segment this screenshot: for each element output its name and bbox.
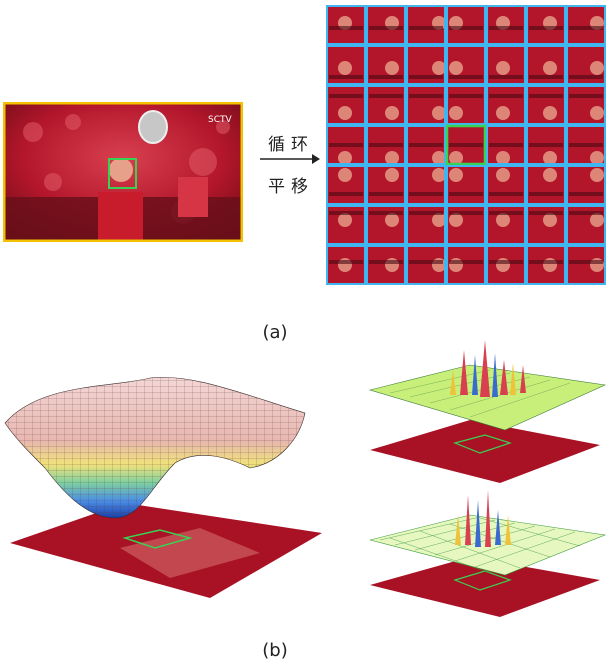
shifted-sample-cell [326,205,366,245]
shifted-sample-cell [366,85,406,125]
shifted-sample-cell [446,45,486,85]
shifted-sample-cell [486,45,526,85]
shifted-sample-cell [326,5,366,45]
shifted-sample-cell [526,165,566,205]
source-logo: SCTV [208,115,232,125]
shifted-sample-cell [326,245,366,285]
shifted-sample-cell [366,5,406,45]
shifted-sample-cell [406,125,446,165]
shifted-sample-cell [406,45,446,85]
response-surface-bottom-right [360,485,610,625]
shifted-sample-cell [446,5,486,45]
shifted-sample-cell [446,165,486,205]
shifted-sample-cell [566,85,606,125]
source-image: SCTV [2,101,244,243]
shifted-sample-cell [526,85,566,125]
shifted-sample-cell [406,205,446,245]
shifted-sample-cell [566,125,606,165]
shifted-sample-cell [366,205,406,245]
shifted-sample-cell [566,45,606,85]
shifted-sample-cell [526,205,566,245]
response-surface-top-right [360,335,610,485]
shifted-sample-cell [326,165,366,205]
shifted-sample-cell [366,45,406,85]
shifted-sample-cell [326,125,366,165]
shifted-sample-cell [526,5,566,45]
shifted-sample-cell [445,124,487,166]
shifted-sample-cell [526,45,566,85]
shifted-sample-cell [526,125,566,165]
caption-b: (b) [262,640,288,661]
shifted-sample-cell [326,45,366,85]
shifted-samples-grid [326,5,606,287]
shifted-sample-cell [566,5,606,45]
shifted-sample-cell [486,165,526,205]
shifted-sample-cell [406,85,446,125]
shifted-sample-cell [406,165,446,205]
caption-a: (a) [262,322,288,343]
shifted-sample-cell [486,5,526,45]
arrow-label-bottom: 平移 [268,177,314,197]
shifted-sample-cell [486,245,526,285]
shifted-sample-cell [486,85,526,125]
shifted-sample-cell [566,205,606,245]
shifted-sample-cell [366,245,406,285]
shifted-sample-cell [446,85,486,125]
shifted-sample-cell [486,205,526,245]
response-surface-large [0,368,325,603]
shifted-sample-cell [366,165,406,205]
shifted-sample-cell [366,125,406,165]
shifted-sample-cell [566,245,606,285]
arrow-label-top: 循环 [268,135,314,155]
shifted-sample-cell [406,5,446,45]
shifted-sample-cell [486,125,526,165]
shifted-sample-cell [406,245,446,285]
shifted-sample-cell [326,85,366,125]
shifted-sample-cell [526,245,566,285]
shifted-sample-cell [446,245,486,285]
right-arrow [258,150,320,169]
shifted-sample-cell [566,165,606,205]
shifted-sample-cell [446,205,486,245]
